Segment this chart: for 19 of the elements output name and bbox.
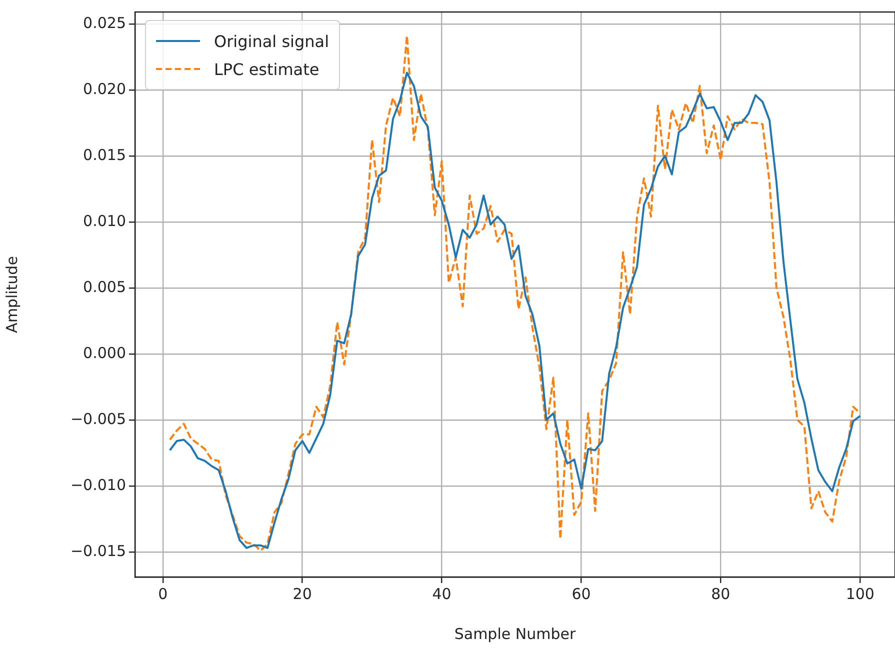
legend-label: Original signal	[214, 32, 330, 50]
x-axis-title: Sample Number	[454, 624, 576, 643]
y-tick-label: −0.010	[70, 476, 126, 494]
y-tick-label: 0.005	[83, 278, 126, 296]
y-tick-label: 0.020	[83, 80, 126, 98]
x-tick-label: 80	[711, 584, 730, 603]
x-tick-label: 0	[158, 584, 168, 603]
y-tick-label: 0.010	[83, 212, 126, 230]
y-axis-title: Amplitude	[2, 256, 21, 333]
x-tick-label: 20	[292, 584, 312, 603]
y-tick-label: 0.000	[83, 344, 126, 362]
y-tick-label: 0.025	[83, 14, 126, 32]
x-tick-label: 60	[572, 584, 591, 603]
y-tick-label: 0.015	[83, 146, 126, 164]
y-tick-label: −0.015	[70, 542, 126, 560]
x-tick-label: 40	[432, 584, 452, 603]
legend-label: LPC estimate	[214, 60, 320, 78]
y-tick-label: −0.005	[70, 410, 126, 428]
x-tick-label: 100	[846, 584, 874, 603]
